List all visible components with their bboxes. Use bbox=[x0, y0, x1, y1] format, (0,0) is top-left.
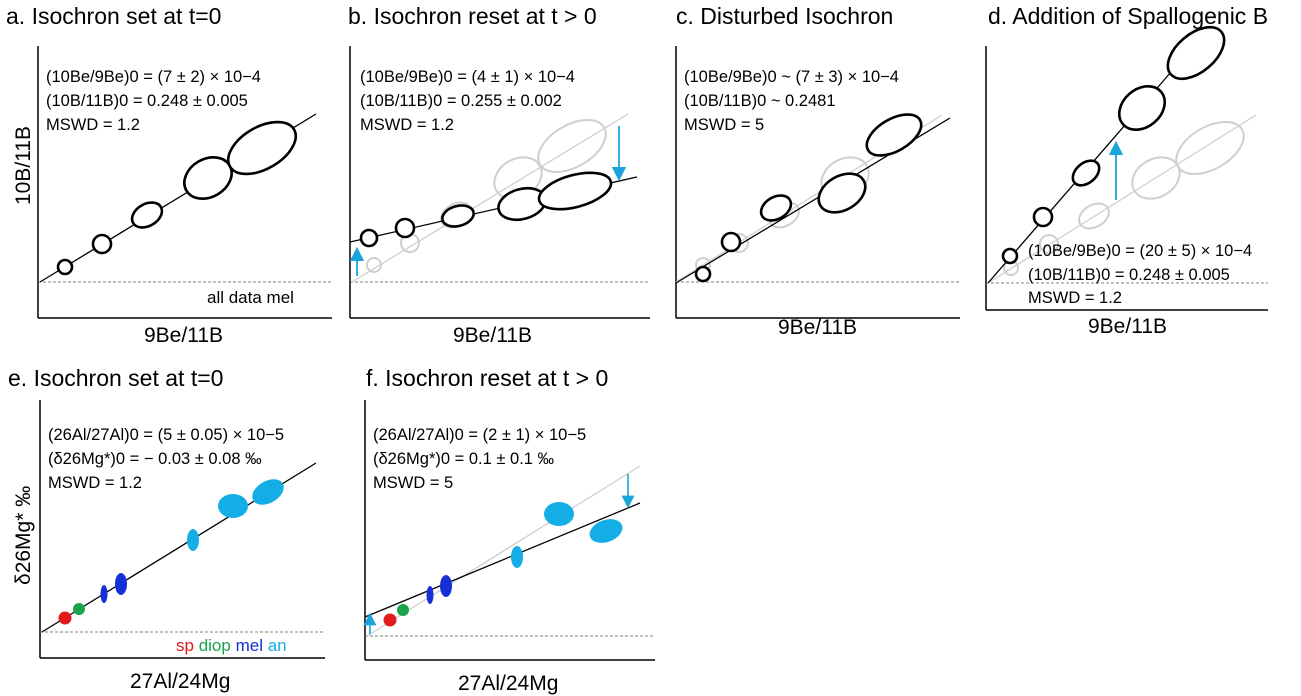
panel-c-data-point bbox=[759, 194, 793, 222]
panel-a-data-point bbox=[91, 233, 113, 255]
panel-d-original-point bbox=[1078, 202, 1110, 230]
panel-d-annotation-line2: (10B/11B)0 = 0.248 ± 0.005 bbox=[1028, 266, 1230, 284]
panel-f-sp-point bbox=[383, 613, 397, 627]
panel-a: a. Isochron set at t=0 (10Be/9Be)0 = (7 … bbox=[6, 3, 332, 347]
panel-c-annotation-line3: MSWD = 5 bbox=[684, 116, 764, 134]
panel-b-data-point bbox=[537, 171, 613, 211]
panel-d-data-point bbox=[1117, 85, 1167, 131]
panel-a-annotation-line3: MSWD = 1.2 bbox=[46, 116, 140, 134]
panel-f-x-axis-label: 27Al/24Mg bbox=[458, 672, 558, 695]
panel-f-mel-point bbox=[426, 586, 434, 604]
panel-e-an-point bbox=[218, 494, 248, 518]
legend-sp: sp bbox=[176, 636, 194, 655]
panel-d-data-point bbox=[1071, 159, 1101, 187]
panel-b-data-point bbox=[441, 204, 475, 228]
panel-d-original-isochron-line bbox=[987, 114, 1257, 284]
panel-d-data-point bbox=[1032, 206, 1054, 228]
panel-e-title: e. Isochron set at t=0 bbox=[8, 365, 223, 391]
panel-b-x-axis-label: 9Be/11B bbox=[453, 324, 532, 347]
panel-d-annotation-line3: MSWD = 1.2 bbox=[1028, 289, 1122, 307]
panel-c: c. Disturbed Isochron (10Be/9Be)0 ~ (7 ±… bbox=[675, 3, 960, 339]
panel-f-annotation-line1: (26Al/27Al)0 = (2 ± 1) × 10−5 bbox=[373, 426, 586, 444]
panel-c-data-point bbox=[817, 172, 867, 214]
panel-c-x-axis-label: 9Be/11B bbox=[778, 316, 857, 339]
panel-f-an-point bbox=[589, 519, 623, 543]
panel-d-original-point bbox=[1175, 121, 1245, 175]
panel-e-sp-point bbox=[58, 611, 72, 625]
panel-f: f. Isochron reset at t > 0 (26Al/27Al)0 … bbox=[363, 365, 655, 695]
panel-a-title: a. Isochron set at t=0 bbox=[6, 3, 221, 29]
legend-an: an bbox=[268, 636, 287, 655]
panel-b-title: b. Isochron reset at t > 0 bbox=[348, 3, 597, 29]
panel-b-data-point bbox=[394, 217, 416, 239]
panel-c-data-point bbox=[694, 265, 712, 283]
panel-b: b. Isochron reset at t > 0 (10Be/9Be)0 =… bbox=[348, 3, 650, 347]
panel-e-annotation-line2: (δ26Mg*)0 = − 0.03 ± 0.08 ‰ bbox=[48, 450, 262, 468]
panel-b-annotation-line1: (10Be/9Be)0 = (4 ± 1) × 10−4 bbox=[360, 68, 575, 86]
panel-b-annotation-line2: (10B/11B)0 = 0.255 ± 0.002 bbox=[360, 92, 562, 110]
panel-e-x-axis-label: 27Al/24Mg bbox=[130, 670, 230, 693]
panel-e: e. Isochron set at t=0 (26Al/27Al)0 = (5… bbox=[8, 365, 325, 693]
panel-f-annotation-line2: (δ26Mg*)0 = 0.1 ± 0.1 ‰ bbox=[373, 450, 555, 468]
panel-d: d. Addition of Spallogenic B (10Be/9Be)0… bbox=[985, 3, 1268, 338]
legend-mel: mel bbox=[236, 636, 263, 655]
panel-d-isochron-line bbox=[987, 33, 1205, 284]
panel-c-data-point bbox=[865, 113, 923, 157]
panel-d-data-point bbox=[1166, 25, 1226, 81]
panel-d-title: d. Addition of Spallogenic B bbox=[988, 3, 1268, 29]
panel-e-an-point bbox=[252, 479, 284, 505]
panel-a-x-axis-label: 9Be/11B bbox=[144, 324, 223, 347]
panel-a-note: all data mel bbox=[207, 288, 294, 307]
panel-a-data-point bbox=[130, 201, 164, 229]
panel-e-annotation-line3: MSWD = 1.2 bbox=[48, 474, 142, 492]
panel-d-annotation-line1: (10Be/9Be)0 = (20 ± 5) × 10−4 bbox=[1028, 242, 1252, 260]
panel-a-y-axis-label: 10B/11B bbox=[12, 126, 35, 205]
panel-e-legend: sp diop mel an bbox=[176, 636, 287, 655]
panel-d-x-axis-label: 9Be/11B bbox=[1088, 315, 1167, 338]
panel-f-diop-point bbox=[397, 604, 409, 616]
panel-c-annotation-line2: (10B/11B)0 ~ 0.2481 bbox=[684, 92, 836, 110]
panel-a-annotation-line1: (10Be/9Be)0 = (7 ± 2) × 10−4 bbox=[46, 68, 261, 86]
panel-c-title: c. Disturbed Isochron bbox=[676, 3, 893, 29]
panel-e-diop-point bbox=[73, 603, 85, 615]
panel-b-annotation-line3: MSWD = 1.2 bbox=[360, 116, 454, 134]
panel-a-annotation-line2: (10B/11B)0 = 0.248 ± 0.005 bbox=[46, 92, 248, 110]
panel-f-title: f. Isochron reset at t > 0 bbox=[366, 365, 608, 391]
panel-b-original-isochron-line bbox=[351, 113, 629, 283]
panel-b-original-point bbox=[537, 119, 607, 173]
legend-diop: diop bbox=[199, 636, 231, 655]
panel-b-data-point bbox=[359, 228, 379, 248]
panel-f-original-isochron-line bbox=[366, 465, 641, 637]
panel-c-data-point bbox=[720, 231, 742, 253]
panel-f-an-point bbox=[544, 502, 574, 526]
panel-f-annotation-line3: MSWD = 5 bbox=[373, 474, 453, 492]
panel-e-annotation-line1: (26Al/27Al)0 = (5 ± 0.05) × 10−5 bbox=[48, 426, 284, 444]
panel-a-data-point bbox=[56, 258, 74, 276]
panel-d-original-point bbox=[1039, 234, 1059, 254]
panel-a-data-point bbox=[226, 120, 298, 176]
panel-e-mel-point bbox=[115, 573, 127, 595]
panel-e-y-axis-label: δ26Mg* ‰ bbox=[12, 486, 35, 585]
panel-f-mel-point bbox=[440, 575, 452, 597]
panel-b-original-point bbox=[366, 257, 382, 273]
panel-f-reset-isochron-line bbox=[364, 502, 641, 618]
panel-f-an-point bbox=[511, 546, 523, 568]
panel-d-data-point bbox=[1001, 247, 1019, 265]
panel-c-annotation-line1: (10Be/9Be)0 ~ (7 ± 3) × 10−4 bbox=[684, 68, 899, 86]
panel-e-an-point bbox=[187, 529, 199, 551]
panel-e-mel-point bbox=[100, 585, 108, 603]
